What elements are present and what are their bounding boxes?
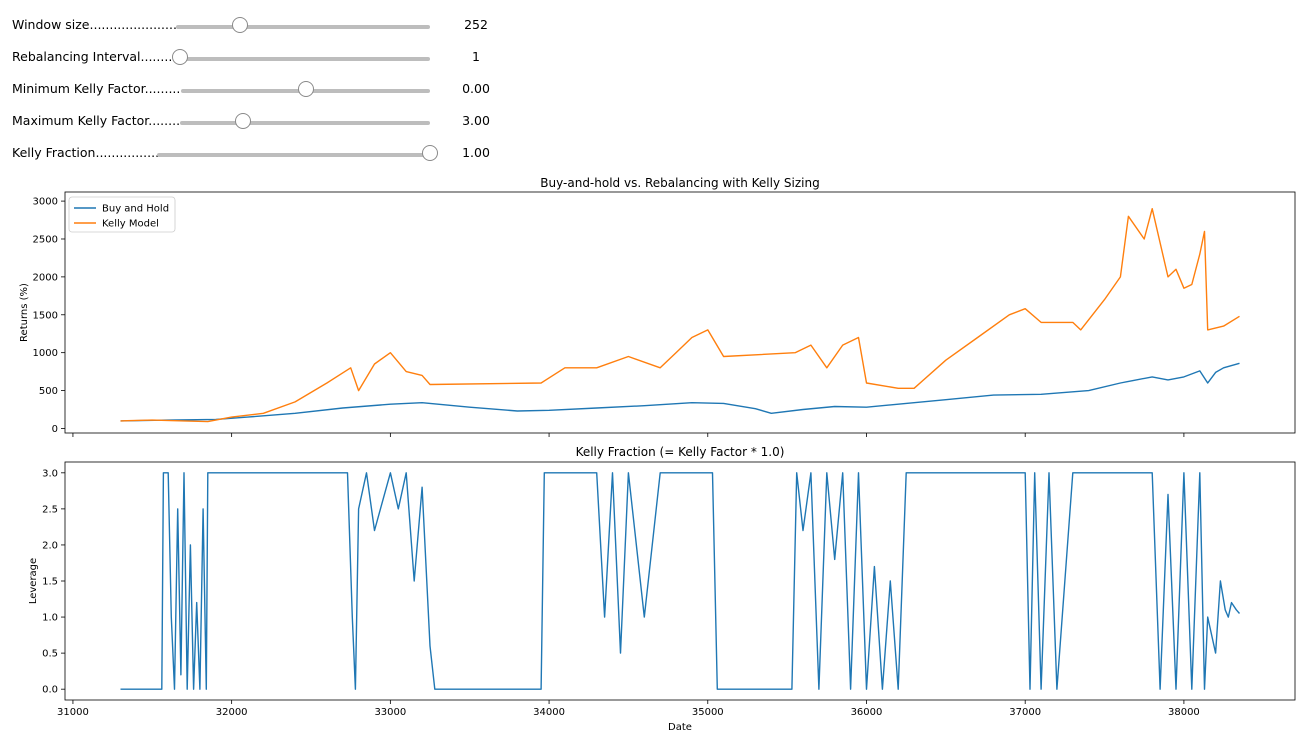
series-line-1 <box>120 472 1241 690</box>
slider-handle[interactable] <box>231 17 248 33</box>
slider-value: 0.00 <box>462 81 490 96</box>
y-tick-label: 0 <box>52 424 58 435</box>
slider-row: Maximum Kelly Factor........ 3.00 <box>0 111 520 135</box>
x-tick-label: 38000 <box>1168 707 1200 718</box>
slider-handle[interactable] <box>297 81 314 97</box>
y-axis-label: Leverage <box>28 558 39 604</box>
slider-track[interactable] <box>180 121 430 125</box>
axes-frame <box>64 461 1296 701</box>
legend-label: Buy and Hold <box>102 204 169 215</box>
slider-label: Maximum Kelly Factor........ <box>12 113 181 128</box>
slider-value: 1 <box>472 49 480 64</box>
legend-label: Kelly Model <box>102 219 159 230</box>
x-tick-label: 34000 <box>533 707 565 718</box>
slider-value: 1.00 <box>462 145 490 160</box>
y-tick-label: 1.5 <box>42 577 58 588</box>
x-tick-label: 35000 <box>692 707 724 718</box>
y-tick-label: 0.0 <box>42 685 58 696</box>
y-tick-label: 2.5 <box>42 504 58 515</box>
series-line-1 <box>120 362 1240 422</box>
y-tick-label: 3000 <box>33 197 58 208</box>
slider-track[interactable] <box>157 153 430 157</box>
y-tick-label: 1500 <box>33 310 58 321</box>
x-tick-label: 31000 <box>57 707 89 718</box>
axes-frame <box>64 191 1296 434</box>
legend: Buy and Hold Kelly Model <box>68 196 176 233</box>
y-tick-label: 1.0 <box>42 613 58 624</box>
x-tick-label: 37000 <box>1009 707 1041 718</box>
slider-row: Rebalancing Interval.......... 1 <box>0 47 520 71</box>
y-tick-label: 500 <box>39 386 58 397</box>
x-tick-label: 33000 <box>374 707 406 718</box>
chart-title: Buy-and-hold vs. Rebalancing with Kelly … <box>540 176 819 190</box>
y-tick-label: 3.0 <box>42 468 58 479</box>
slider-row: Kelly Fraction................. 1.00 <box>0 143 520 167</box>
slider-row: Window size......................... 252 <box>0 15 520 39</box>
slider-handle[interactable] <box>234 113 251 129</box>
slider-label: Window size......................... <box>12 17 189 32</box>
x-axis-label: Date <box>668 722 692 733</box>
slider-label: Minimum Kelly Factor......... <box>12 81 181 96</box>
series-line-2 <box>120 207 1240 423</box>
y-axis-label: Returns (%) <box>19 283 30 342</box>
y-tick-label: 2.0 <box>42 540 58 551</box>
y-tick-label: 2000 <box>33 272 58 283</box>
y-tick-label: 0.5 <box>42 649 58 660</box>
slider-value: 3.00 <box>462 113 490 128</box>
slider-track[interactable] <box>180 57 430 61</box>
slider-label: Rebalancing Interval.......... <box>12 49 181 64</box>
x-tick-label: 36000 <box>851 707 883 718</box>
slider-handle[interactable] <box>422 145 438 161</box>
chart-title: Kelly Fraction (= Kelly Factor * 1.0) <box>576 445 785 459</box>
slider-row: Minimum Kelly Factor......... 0.00 <box>0 79 520 103</box>
slider-handle[interactable] <box>172 49 188 65</box>
slider-value: 252 <box>464 17 488 32</box>
chart-2: Kelly Fraction (= Kelly Factor * 1.0) 0.0… <box>28 445 1296 733</box>
chart-1: Buy-and-hold vs. Rebalancing with Kelly … <box>19 176 1296 437</box>
slider-label: Kelly Fraction................. <box>12 145 164 160</box>
y-tick-label: 2500 <box>33 234 58 245</box>
y-tick-label: 1000 <box>33 348 58 359</box>
slider-track[interactable] <box>176 25 430 29</box>
x-tick-label: 32000 <box>216 707 248 718</box>
